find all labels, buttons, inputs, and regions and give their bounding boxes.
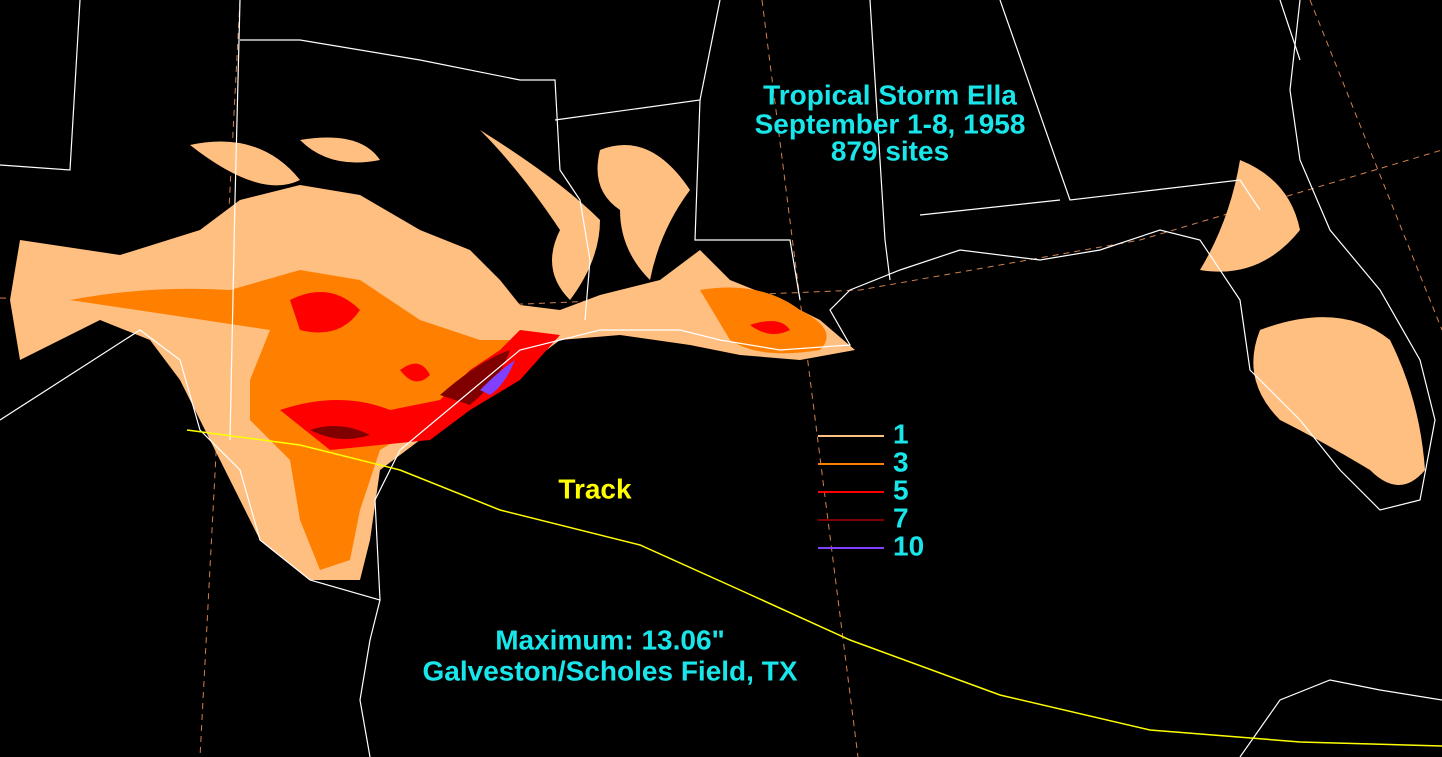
rainfall-area: [190, 141, 300, 186]
maximum-text: Maximum: 13.06": [495, 624, 725, 655]
legend-label: 3: [893, 446, 909, 477]
rainfall-area: [480, 360, 515, 395]
rainfall-area: [70, 270, 510, 570]
rainfall-area: [750, 321, 790, 334]
rainfall-area: [310, 426, 370, 439]
maximum-location: Galveston/Scholes Field, TX: [423, 655, 798, 686]
rainfall-area: [1253, 317, 1425, 485]
legend-label: 1: [893, 418, 909, 449]
legend-label: 7: [893, 502, 909, 533]
legend-label: 5: [893, 474, 909, 505]
rainfall-area: [700, 287, 827, 354]
storm-track: [186, 429, 1442, 747]
rainfall-area: [597, 145, 690, 280]
rainfall-area: [300, 137, 380, 163]
rainfall-area: [480, 130, 600, 300]
rainfall-area: [1200, 160, 1300, 272]
track-label: Track: [558, 473, 632, 504]
rainfall-area: [290, 292, 360, 333]
rainfall-shading: [10, 130, 1425, 580]
rainfall-area: [400, 363, 430, 382]
rainfall-area: [440, 350, 510, 405]
title-line: Tropical Storm Ella: [763, 79, 1017, 110]
legend-label: 10: [893, 530, 924, 561]
title-line: 879 sites: [831, 135, 949, 166]
title-line: September 1-8, 1958: [755, 108, 1026, 139]
